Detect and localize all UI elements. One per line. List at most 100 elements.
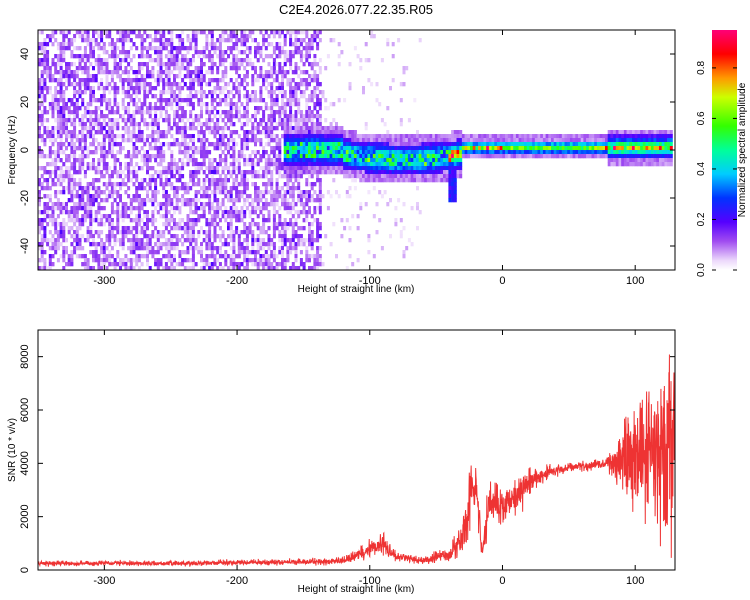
heatmap-cell: [278, 162, 282, 167]
heatmap-cell: [291, 126, 295, 131]
heatmap-cell: [251, 38, 255, 43]
heatmap-cell: [38, 146, 41, 151]
heatmap-cell: [254, 66, 257, 71]
heatmap-cell: [97, 218, 101, 223]
heatmap-cell: [316, 86, 320, 91]
heatmap-cell: [70, 262, 74, 267]
heatmap-cell: [359, 166, 363, 171]
heatmap-cell: [65, 246, 68, 251]
heatmap-cell: [310, 230, 314, 235]
heatmap-cell: [159, 114, 163, 119]
heatmap-cell: [494, 146, 498, 151]
heatmap-cell: [308, 210, 311, 215]
heatmap-cell: [264, 70, 268, 75]
heatmap-cell: [154, 138, 158, 143]
heatmap-cell: [121, 106, 125, 111]
heatmap-cell: [162, 118, 166, 123]
heatmap-cell: [343, 170, 347, 175]
heatmap-cell: [299, 174, 303, 179]
heatmap-cell: [108, 218, 112, 223]
heatmap-cell: [227, 266, 230, 270]
heatmap-cell: [83, 70, 87, 75]
heatmap-cell: [75, 246, 79, 251]
heatmap-cell: [297, 74, 301, 79]
heatmap-cell: [75, 230, 79, 235]
heatmap-cell: [65, 222, 68, 227]
heatmap-cell: [291, 202, 295, 207]
heatmap-cell: [359, 58, 363, 63]
heatmap-cell: [156, 138, 160, 143]
heatmap-cell: [264, 78, 268, 83]
heatmap-cell: [505, 154, 509, 159]
heatmap-cell: [348, 150, 352, 155]
heatmap-cell: [108, 134, 112, 139]
heatmap-cell: [310, 146, 314, 151]
heatmap-cell: [453, 134, 457, 139]
heatmap-cell: [167, 146, 171, 151]
heatmap-cell: [137, 254, 141, 259]
heatmap-cell: [173, 74, 176, 79]
heatmap-cell: [191, 78, 195, 83]
heatmap-cell: [337, 62, 341, 67]
heatmap-cell: [413, 98, 417, 103]
heatmap-cell: [202, 206, 206, 211]
heatmap-cell: [191, 174, 195, 179]
heatmap-cell: [345, 142, 349, 147]
heatmap-cell: [227, 254, 230, 259]
heatmap-cell: [75, 234, 79, 239]
heatmap-cell: [119, 238, 122, 243]
heatmap-cell: [146, 222, 149, 227]
heatmap-cell: [137, 82, 141, 87]
heatmap-cell: [78, 222, 82, 227]
heatmap-cell: [318, 222, 322, 227]
heatmap-cell: [62, 230, 66, 235]
heatmap-cell: [386, 130, 390, 135]
heatmap-cell: [248, 138, 252, 143]
heatmap-cell: [272, 250, 276, 255]
heatmap-cell: [316, 110, 320, 115]
spectrogram-cells: [38, 30, 673, 270]
heatmap-cell: [494, 134, 498, 139]
heatmap-cell: [127, 170, 131, 175]
heatmap-cell: [251, 114, 255, 119]
heatmap-cell: [418, 174, 422, 179]
heatmap-cell: [97, 54, 101, 59]
heatmap-cell: [254, 70, 257, 75]
heatmap-cell: [229, 102, 233, 107]
heatmap-cell: [156, 162, 160, 167]
heatmap-cell: [202, 182, 206, 187]
heatmap-cell: [89, 150, 93, 155]
heatmap-cell: [86, 66, 90, 71]
heatmap-cell: [532, 150, 536, 155]
heatmap-cell: [353, 174, 357, 179]
heatmap-cell: [121, 78, 125, 83]
heatmap-cell: [94, 166, 98, 171]
heatmap-cell: [54, 206, 58, 211]
heatmap-cell: [308, 194, 311, 199]
heatmap-cell: [351, 150, 355, 155]
heatmap-cell: [256, 194, 260, 199]
heatmap-cell: [308, 150, 311, 155]
heatmap-cell: [65, 210, 68, 215]
heatmap-cell: [110, 146, 114, 151]
heatmap-cell: [167, 178, 171, 183]
heatmap-cell: [62, 90, 66, 95]
heatmap-cell: [502, 138, 506, 143]
heatmap-cell: [286, 154, 290, 159]
heatmap-cell: [151, 126, 155, 131]
heatmap-cell: [105, 170, 109, 175]
heatmap-cell: [262, 130, 266, 135]
heatmap-cell: [383, 142, 387, 147]
heatmap-cell: [510, 134, 514, 139]
heatmap-cell: [121, 202, 125, 207]
heatmap-cell: [108, 250, 112, 255]
heatmap-cell: [208, 158, 212, 163]
heatmap-cell: [189, 74, 193, 79]
heatmap-cell: [437, 142, 441, 147]
heatmap-cell: [224, 98, 228, 103]
heatmap-cell: [383, 146, 387, 151]
heatmap-cell: [264, 54, 268, 59]
heatmap-cell: [305, 50, 309, 55]
heatmap-cell: [186, 258, 190, 263]
heatmap-cell: [137, 70, 141, 75]
